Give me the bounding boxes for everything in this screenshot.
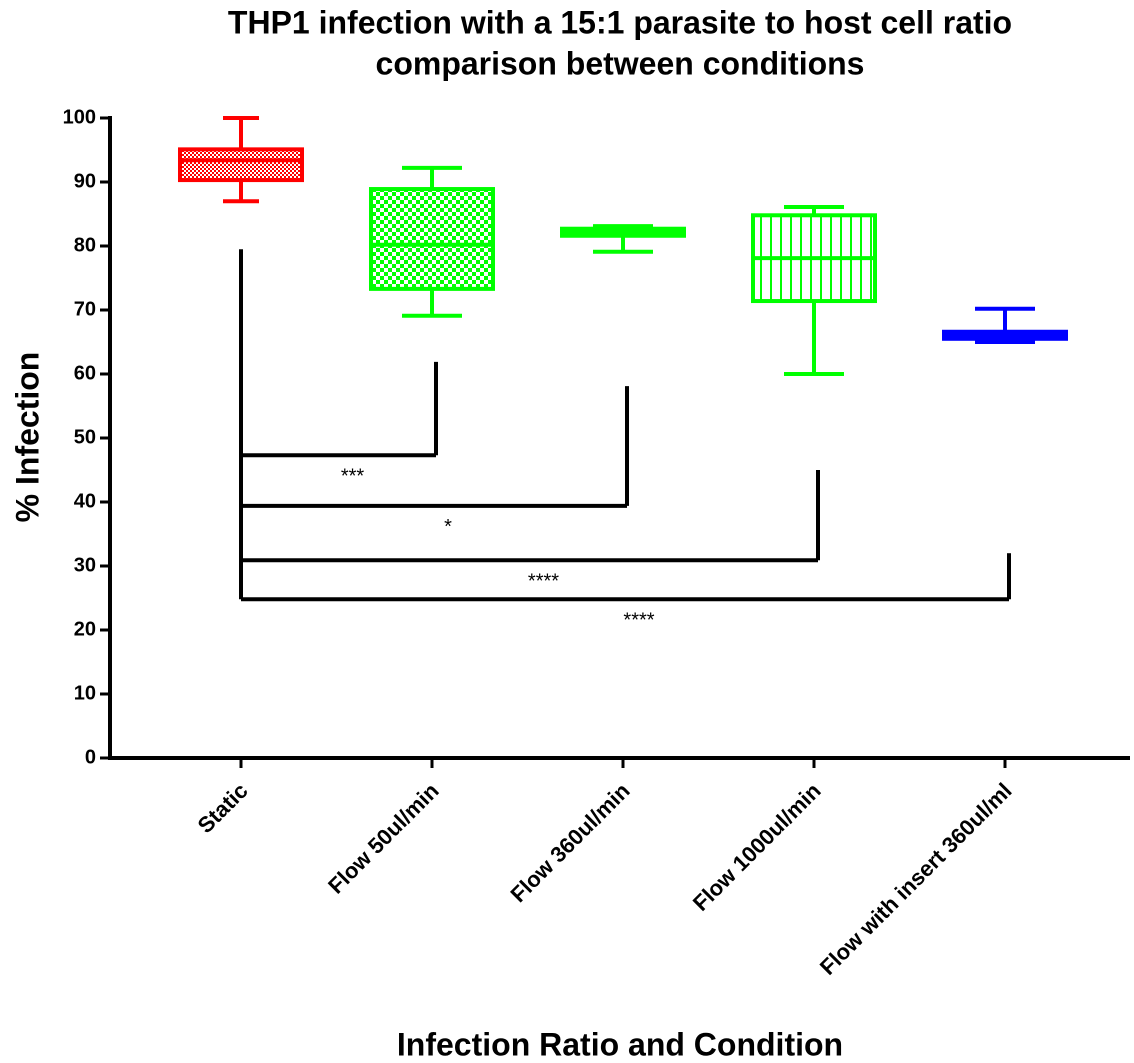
y-tick-label: 70 (74, 298, 96, 320)
y-tick-label: 60 (74, 362, 96, 384)
x-tick-label: Flow 1000ul/min (688, 778, 826, 916)
x-tick-label: Flow 50ul/min (323, 778, 444, 899)
chart-title: comparison between conditions (376, 45, 865, 81)
y-axis-label: % Infection (9, 352, 45, 523)
box (369, 187, 495, 291)
y-tick-label: 80 (74, 234, 96, 256)
significance-label: * (444, 516, 452, 538)
x-tick-label: Flow 360ul/min (505, 778, 634, 907)
y-tick-label: 20 (74, 618, 96, 640)
box (178, 147, 304, 183)
y-tick-label: 40 (74, 490, 96, 512)
significance-label: **** (623, 610, 654, 632)
chart-title: THP1 infection with a 15:1 parasite to h… (228, 4, 1012, 40)
y-tick-label: 10 (74, 682, 96, 704)
y-tick-label: 30 (74, 554, 96, 576)
x-axis-label: Infection Ratio and Condition (397, 1026, 843, 1062)
y-tick-label: 100 (63, 106, 96, 128)
y-tick-label: 90 (74, 170, 96, 192)
significance-label: *** (341, 466, 365, 488)
significance-label: **** (528, 571, 559, 593)
y-tick-label: 50 (74, 426, 96, 448)
y-tick-label: 0 (85, 746, 96, 768)
x-tick-label: Static (193, 778, 253, 838)
x-tick-label: Flow with insert 360ul/ml (815, 778, 1017, 980)
